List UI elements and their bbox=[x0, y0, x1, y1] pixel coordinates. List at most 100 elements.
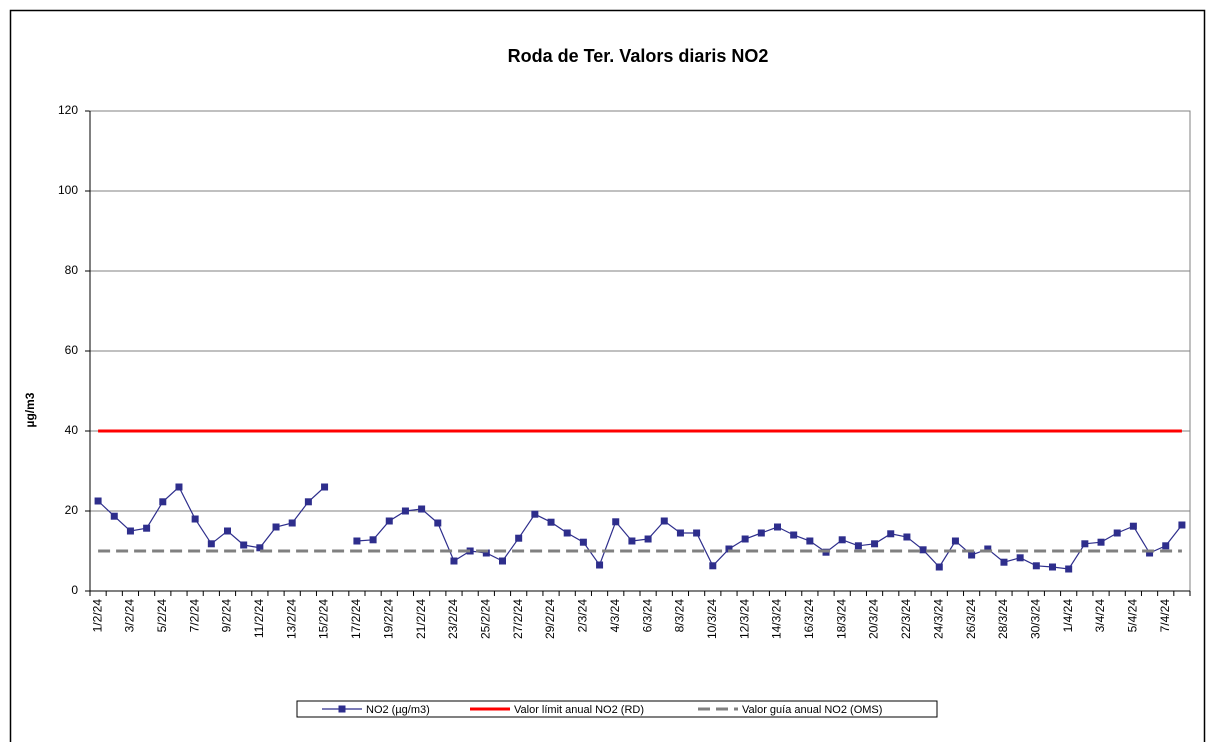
legend-label: Valor guía anual NO2 (OMS) bbox=[742, 704, 882, 716]
data-point bbox=[321, 483, 329, 491]
x-tick-label: 26/3/24 bbox=[964, 599, 978, 639]
data-point bbox=[288, 519, 296, 527]
x-tick-label: 13/2/24 bbox=[284, 599, 298, 639]
x-tick-label: 3/4/24 bbox=[1093, 599, 1107, 633]
y-tick-label: 120 bbox=[58, 103, 78, 117]
x-tick-label: 6/3/24 bbox=[640, 599, 654, 633]
x-tick-label: 29/2/24 bbox=[543, 599, 557, 639]
x-tick-label: 30/3/24 bbox=[1028, 599, 1042, 639]
data-point bbox=[854, 542, 862, 550]
x-tick-label: 27/2/24 bbox=[511, 599, 525, 639]
data-point bbox=[224, 527, 231, 535]
data-point bbox=[790, 531, 798, 539]
data-point bbox=[143, 524, 151, 532]
data-point bbox=[1081, 540, 1089, 548]
x-tick-label: 2/3/24 bbox=[576, 599, 590, 633]
data-point bbox=[531, 510, 539, 518]
data-point bbox=[450, 557, 458, 565]
y-tick-label: 0 bbox=[71, 583, 78, 597]
y-tick-label: 80 bbox=[65, 263, 79, 277]
data-point bbox=[1000, 558, 1008, 566]
x-tick-label: 12/3/24 bbox=[737, 599, 751, 639]
series-line bbox=[356, 508, 1183, 570]
data-point bbox=[159, 498, 167, 506]
data-point bbox=[515, 534, 523, 542]
x-tick-label: 20/3/24 bbox=[867, 599, 881, 639]
x-tick-label: 10/3/24 bbox=[705, 599, 719, 639]
data-point bbox=[968, 551, 976, 559]
data-point bbox=[935, 563, 943, 571]
data-point bbox=[353, 537, 361, 545]
data-point bbox=[951, 537, 959, 545]
legend-label: Valor límit anual NO2 (RD) bbox=[514, 704, 644, 716]
data-point bbox=[499, 557, 506, 565]
x-tick-label: 3/2/24 bbox=[123, 599, 137, 633]
data-point bbox=[693, 529, 701, 537]
y-tick-label: 20 bbox=[65, 503, 79, 517]
data-point bbox=[418, 505, 426, 513]
data-point bbox=[401, 507, 409, 515]
data-point bbox=[434, 519, 442, 527]
data-point bbox=[774, 523, 781, 531]
data-point bbox=[871, 540, 879, 548]
x-tick-label: 1/4/24 bbox=[1061, 599, 1075, 633]
data-point bbox=[1113, 529, 1121, 537]
data-point bbox=[272, 523, 280, 531]
x-tick-label: 28/3/24 bbox=[996, 599, 1010, 639]
data-point bbox=[1178, 521, 1186, 529]
data-point bbox=[984, 545, 992, 553]
data-point bbox=[612, 518, 620, 526]
data-point bbox=[676, 529, 684, 537]
x-tick-label: 4/3/24 bbox=[608, 599, 622, 633]
data-point bbox=[1097, 538, 1105, 546]
x-tick-label: 25/2/24 bbox=[478, 599, 492, 639]
data-point bbox=[304, 498, 312, 506]
data-point bbox=[709, 562, 717, 570]
y-tick-label: 40 bbox=[65, 423, 79, 437]
x-tick-label: 22/3/24 bbox=[899, 599, 913, 639]
data-point bbox=[1049, 563, 1056, 571]
y-tick-label: 100 bbox=[58, 183, 78, 197]
data-point bbox=[482, 549, 490, 557]
data-point bbox=[240, 541, 248, 549]
x-tick-label: 19/2/24 bbox=[381, 599, 395, 639]
data-point bbox=[207, 540, 215, 548]
data-point bbox=[110, 512, 118, 520]
x-tick-label: 9/2/24 bbox=[220, 599, 234, 633]
data-point bbox=[1162, 542, 1170, 550]
data-point bbox=[126, 527, 134, 535]
series-line bbox=[97, 486, 325, 549]
x-tick-label: 18/3/24 bbox=[834, 599, 848, 639]
y-tick-label: 60 bbox=[65, 343, 79, 357]
x-tick-label: 17/2/24 bbox=[349, 599, 363, 639]
data-point bbox=[547, 518, 555, 526]
x-tick-label: 16/3/24 bbox=[802, 599, 816, 639]
data-point bbox=[660, 517, 668, 525]
legend-label: NO2 (µg/m3) bbox=[366, 704, 430, 716]
legend-marker bbox=[338, 705, 346, 713]
y-axis-label: µg/m3 bbox=[23, 392, 37, 427]
data-point bbox=[94, 497, 102, 505]
chart-title: Roda de Ter. Valors diaris NO2 bbox=[508, 46, 769, 66]
data-point bbox=[919, 546, 927, 554]
data-point bbox=[563, 529, 571, 537]
x-tick-label: 14/3/24 bbox=[770, 599, 784, 639]
x-tick-label: 5/2/24 bbox=[155, 599, 169, 633]
data-point bbox=[369, 536, 377, 544]
x-tick-label: 24/3/24 bbox=[931, 599, 945, 639]
data-point bbox=[903, 533, 911, 541]
data-point bbox=[806, 537, 814, 545]
data-point bbox=[191, 515, 199, 523]
x-tick-label: 8/3/24 bbox=[673, 599, 687, 633]
data-point bbox=[385, 517, 393, 525]
data-point bbox=[838, 536, 846, 544]
data-point bbox=[1065, 565, 1073, 573]
x-tick-label: 7/2/24 bbox=[187, 599, 201, 633]
data-point bbox=[1016, 554, 1024, 562]
x-tick-label: 21/2/24 bbox=[414, 599, 428, 639]
data-point bbox=[175, 483, 183, 491]
data-point bbox=[644, 535, 652, 543]
chart-frame bbox=[9, 9, 1206, 742]
data-point bbox=[725, 545, 733, 553]
